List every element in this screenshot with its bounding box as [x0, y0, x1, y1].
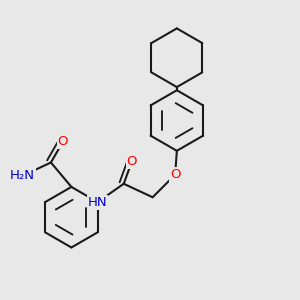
Text: H₂N: H₂N [10, 169, 34, 182]
Text: HN: HN [88, 196, 107, 208]
Text: O: O [170, 168, 180, 181]
Text: O: O [58, 135, 68, 148]
Text: O: O [127, 155, 137, 168]
